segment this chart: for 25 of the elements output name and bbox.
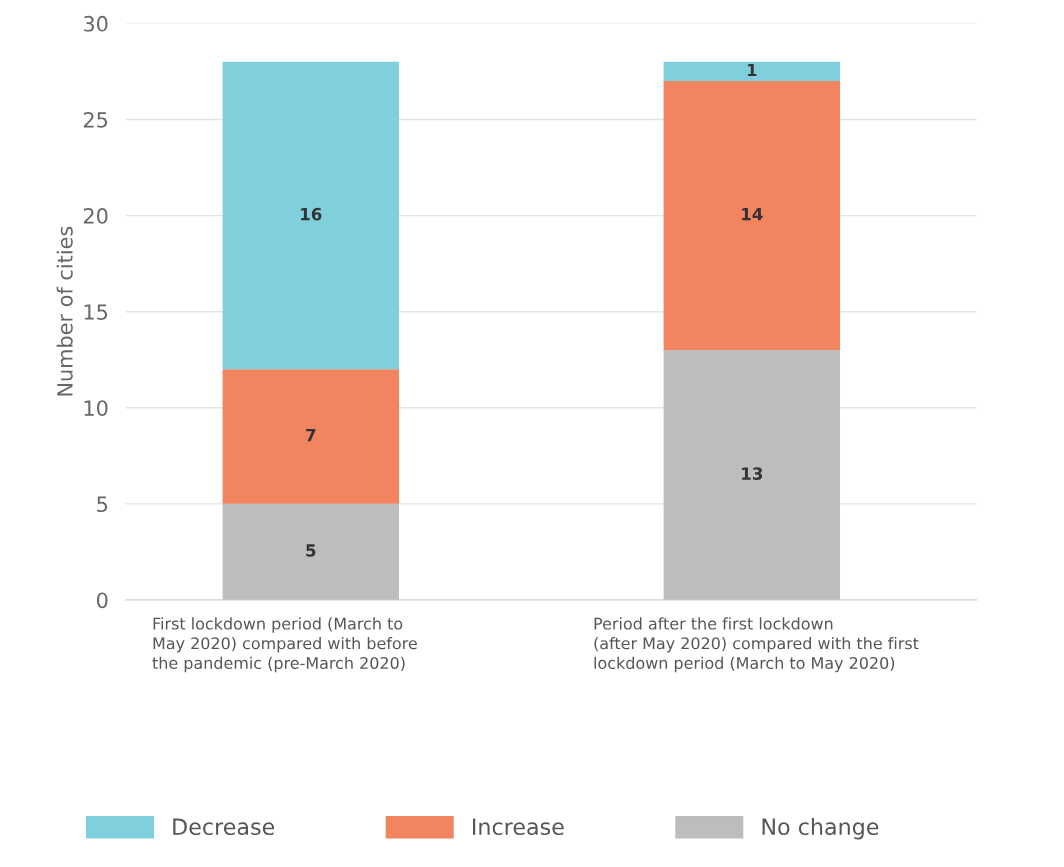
- legend-label: Increase: [473, 818, 564, 836]
- data-label: 16: [301, 207, 322, 221]
- y-tick-label: 10: [84, 400, 108, 416]
- y-tick-label: 0: [97, 592, 108, 609]
- legend-label: No change: [762, 817, 879, 840]
- y-axis-title: Number of cities: [56, 226, 73, 396]
- y-tick-label: 25: [83, 111, 108, 128]
- data-label: 14: [742, 208, 763, 221]
- data-label: 5: [306, 544, 316, 557]
- data-label: 7: [306, 429, 316, 442]
- x-tick-label: Period after the first lockdown (after May 2020) compared with the first lockdown period (March to May 2020): [594, 617, 919, 673]
- y-tick-label: 5: [97, 496, 108, 513]
- data-label: 13: [742, 467, 763, 480]
- data-label: 1: [747, 63, 757, 77]
- legend-label: Decrease: [173, 818, 275, 836]
- bar: [663, 350, 841, 600]
- y-tick-label: 30: [83, 15, 108, 32]
- y-tick-label: 15: [84, 304, 108, 320]
- bar: [663, 81, 841, 351]
- bar: [222, 369, 399, 504]
- bar: [222, 61, 399, 370]
- x-tick-label: First lockdown period (March to May 2020) compared with before the pandemic (pre-March 2020): [152, 617, 417, 673]
- bar: [663, 61, 841, 82]
- bar: [222, 503, 399, 600]
- y-tick-label: 20: [83, 208, 108, 224]
